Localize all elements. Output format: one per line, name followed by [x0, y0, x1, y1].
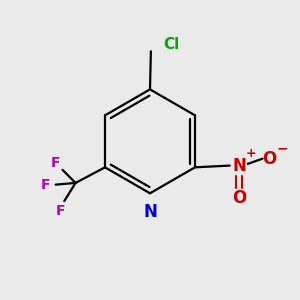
- Text: Cl: Cl: [163, 37, 179, 52]
- Text: O: O: [262, 150, 277, 168]
- Text: N: N: [232, 157, 246, 175]
- Text: F: F: [40, 178, 50, 192]
- Text: +: +: [246, 147, 256, 160]
- Text: F: F: [56, 205, 66, 218]
- Text: −: −: [277, 141, 288, 155]
- Text: O: O: [232, 190, 246, 208]
- Text: F: F: [51, 156, 60, 170]
- Text: N: N: [143, 203, 157, 221]
